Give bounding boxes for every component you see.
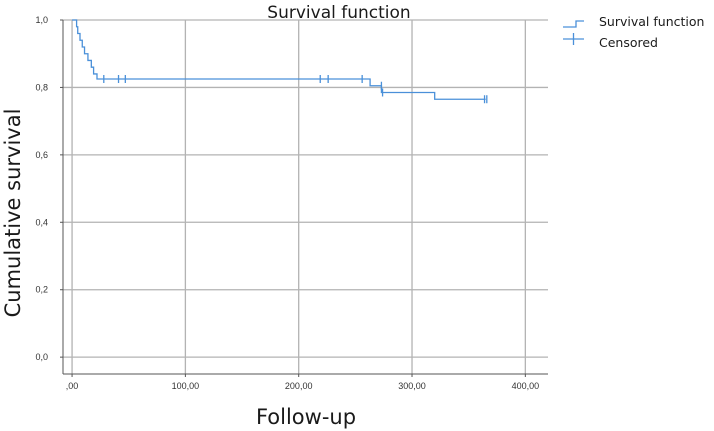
legend: Survival function Censored	[563, 14, 704, 50]
y-tick-label-0: 0,0	[35, 352, 48, 362]
legend-survival-swatch	[563, 20, 584, 28]
x-tick-label-0: ,00	[66, 381, 79, 391]
x-tick-label-2: 200,00	[285, 381, 313, 391]
x-tick-labels: ,00 100,00 200,00 300,00 400,00	[66, 381, 539, 391]
y-tick-label-5: 1,0	[35, 15, 48, 25]
y-axis-title: Cumulative survival	[1, 109, 25, 318]
grid-lines	[63, 19, 548, 374]
x-tick-label-3: 300,00	[398, 381, 426, 391]
legend-label-survival: Survival function	[599, 14, 704, 29]
survival-series	[72, 19, 486, 100]
y-tick-label-3: 0,6	[35, 150, 48, 160]
x-axis-title: Follow-up	[256, 405, 356, 429]
chart-title: Survival function	[267, 3, 410, 23]
censored-markers	[103, 75, 488, 104]
legend-label-censored: Censored	[599, 35, 658, 50]
axes	[60, 19, 548, 377]
x-tick-label-4: 400,00	[512, 381, 540, 391]
y-tick-label-4: 0,8	[35, 82, 48, 92]
x-tick-label-1: 100,00	[172, 381, 200, 391]
survival-step-line	[72, 19, 486, 100]
y-tick-label-2: 0,4	[35, 217, 48, 227]
y-tick-labels: 0,0 0,2 0,4 0,6 0,8 1,0	[35, 15, 48, 362]
y-tick-label-1: 0,2	[35, 285, 48, 295]
